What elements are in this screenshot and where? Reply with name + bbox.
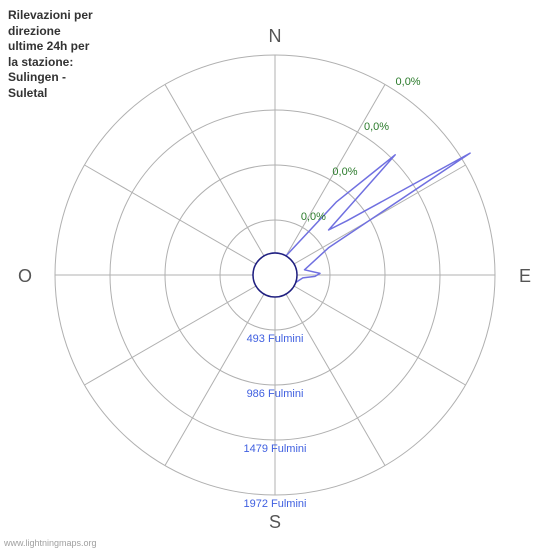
ring-label-fulmini: 1972 Fulmini	[244, 498, 307, 510]
polar-chart: 493 Fulmini 0,0% 986 Fulmini 0,0% 1479 Fulmi…	[0, 0, 550, 550]
ring-label-percent: 0,0%	[332, 166, 357, 178]
axis-e: E	[519, 266, 531, 286]
ring-label-percent: 0,0%	[301, 211, 326, 223]
ring-label-fulmini: 493 Fulmini	[247, 333, 304, 345]
ring-label-percent: 0,0%	[396, 76, 421, 88]
axis-n: N	[269, 26, 282, 46]
ring-label-percent: 0,0%	[364, 121, 389, 133]
ring-label-fulmini: 1479 Fulmini	[244, 443, 307, 455]
chart-container: Rilevazioni perdirezioneultime 24h perla…	[0, 0, 550, 550]
axis-w: O	[18, 266, 32, 286]
footer-credit: www.lightningmaps.org	[4, 538, 97, 548]
ring-label-fulmini: 986 Fulmini	[247, 388, 304, 400]
axis-s: S	[269, 512, 281, 532]
